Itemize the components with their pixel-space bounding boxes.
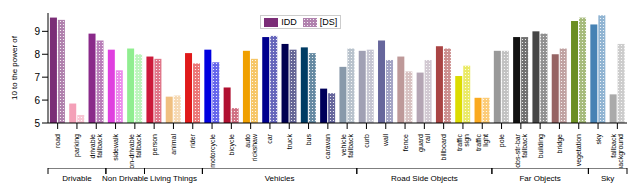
svg-text:trafficsign: trafficsign — [456, 134, 471, 151]
svg-text:guardrail: guardrail — [417, 134, 431, 152]
svg-text:vehiclefallback: vehiclefallback — [340, 134, 354, 158]
svg-text:5: 5 — [34, 118, 40, 129]
svg-text:Non Drivable: Non Drivable — [102, 174, 149, 183]
svg-text:motorcycle: motorcycle — [209, 134, 217, 168]
svg-text:Road Side Objects: Road Side Objects — [391, 174, 458, 183]
svg-text:rider: rider — [189, 133, 196, 148]
svg-text:Far Objects: Far Objects — [519, 174, 560, 183]
svg-text:truck: truck — [286, 134, 293, 150]
svg-text:fence: fence — [402, 134, 409, 151]
html-text:IDD: IDD — [281, 17, 297, 27]
svg-text:parking: parking — [73, 134, 81, 157]
svg-text:pole: pole — [498, 134, 506, 147]
svg-text:person: person — [151, 134, 159, 156]
svg-text:Drivable: Drivable — [62, 174, 92, 183]
svg-text:fallbackbackground: fallbackbackground — [610, 134, 625, 169]
svg-text:drivablefallback: drivablefallback — [89, 134, 103, 159]
svg-text:Sky: Sky — [601, 174, 614, 183]
svg-text:building: building — [537, 134, 545, 158]
svg-text:curb: curb — [363, 134, 370, 148]
svg-text:non-drivablefallback: non-drivablefallback — [128, 134, 142, 169]
svg-text:10 to the power of: 10 to the power of — [10, 35, 19, 100]
svg-text:road: road — [54, 134, 61, 148]
svg-text:8: 8 — [34, 49, 40, 60]
svg-text:car: car — [266, 133, 273, 143]
svg-text:Living Things: Living Things — [150, 174, 197, 183]
svg-text:bicycle: bicycle — [228, 134, 236, 156]
svg-text:caravan: caravan — [324, 134, 331, 159]
svg-text:7: 7 — [34, 72, 40, 83]
svg-text:sidewalk: sidewalk — [112, 134, 119, 161]
svg-text:animal: animal — [170, 134, 177, 155]
svg-text:trafficlight: trafficlight — [475, 134, 490, 151]
svg-text:billboard: billboard — [440, 134, 447, 161]
svg-text:vegetation: vegetation — [575, 134, 583, 166]
svg-text:6: 6 — [34, 95, 40, 106]
svg-text:bridge: bridge — [556, 134, 564, 154]
svg-text:autorickshaw: autorickshaw — [244, 133, 258, 161]
svg-text:sky: sky — [595, 134, 603, 145]
svg-text:obs-str-barfallback: obs-str-barfallback — [514, 133, 528, 168]
svg-text:Vehicles: Vehicles — [265, 174, 295, 183]
svg-text:9: 9 — [34, 26, 40, 37]
html-text:[DS]: [DS] — [319, 17, 338, 27]
svg-text:bus: bus — [305, 134, 312, 146]
svg-text:wall: wall — [382, 134, 389, 148]
